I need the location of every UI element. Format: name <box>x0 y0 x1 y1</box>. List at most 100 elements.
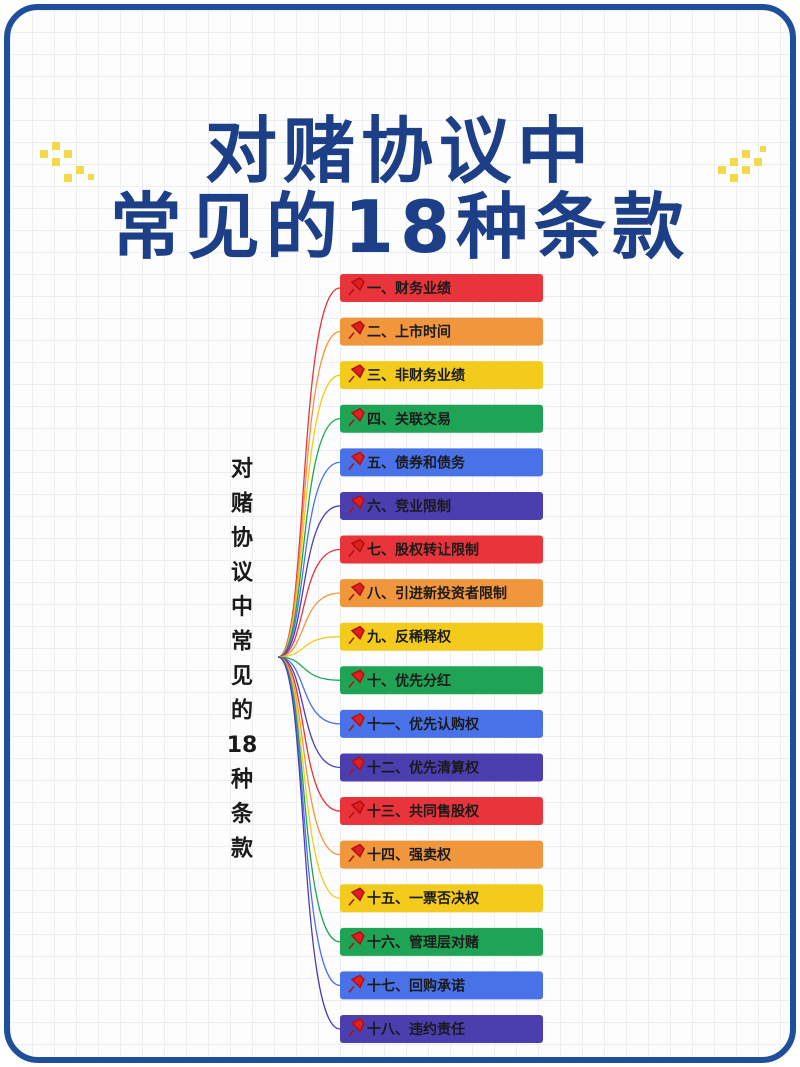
item-label: 十五、一票否决权 <box>367 890 480 907</box>
item: 十八、违约责任 <box>340 1015 543 1043</box>
center-label-char: 条 <box>230 801 254 827</box>
item-label: 一、财务业绩 <box>367 280 451 297</box>
item-label: 十一、优先认购权 <box>367 716 480 733</box>
connector <box>277 636 341 658</box>
item-label: 十二、优先清算权 <box>367 759 480 776</box>
center-label-char: 赌 <box>231 492 253 517</box>
connector <box>277 330 341 658</box>
item-box <box>340 753 543 782</box>
item: 六、竞业限制 <box>340 491 543 520</box>
item-label: 五、债券和债务 <box>367 454 466 471</box>
connector <box>277 656 341 1030</box>
item: 三、非财务业绩 <box>340 361 543 390</box>
item-box <box>340 491 543 520</box>
connector <box>277 374 341 658</box>
title-line: 对赌协议中 <box>205 109 595 193</box>
center-label-char: 协 <box>231 526 253 551</box>
center-label-char: 中 <box>231 595 253 620</box>
item-box <box>340 404 543 433</box>
item-label: 三、非财务业绩 <box>367 367 465 384</box>
pin-icon <box>348 887 365 906</box>
sparkles-right <box>718 146 766 182</box>
title-line: 常见的18种条款 <box>110 185 690 269</box>
connector <box>277 548 341 658</box>
item: 十一、优先认购权 <box>340 709 543 738</box>
pin-icon <box>348 843 365 863</box>
pin-icon <box>348 451 365 470</box>
item-label: 十四、强卖权 <box>367 847 452 864</box>
item-box <box>340 840 543 869</box>
pin-icon <box>348 669 365 688</box>
center-label-char: 种 <box>231 768 253 793</box>
frame <box>4 4 796 1063</box>
item: 十二、优先清算权 <box>340 753 543 782</box>
item-box <box>340 274 543 302</box>
item: 十六、管理层对赌 <box>340 927 543 956</box>
item: 十四、强卖权 <box>340 840 543 869</box>
center-label-char: 款 <box>231 836 254 862</box>
item: 四、关联交易 <box>340 404 543 433</box>
item-box <box>340 884 543 913</box>
item-box <box>340 317 543 346</box>
item: 五、债券和债务 <box>340 448 543 477</box>
pin-icon <box>348 756 365 775</box>
item: 八、引进新投资者限制 <box>340 579 543 608</box>
pin-icon <box>348 930 365 950</box>
item-label: 十三、共同售股权 <box>367 803 480 820</box>
connector <box>277 461 341 658</box>
connector <box>277 656 341 812</box>
item-label: 十、优先分红 <box>367 672 451 689</box>
item-box <box>340 927 543 956</box>
pin-icon <box>348 277 365 296</box>
connector <box>277 656 341 725</box>
item: 一、财务业绩 <box>340 274 543 302</box>
item-label: 十八、违约责任 <box>367 1021 465 1038</box>
connector <box>277 592 341 658</box>
pin-icon <box>348 320 365 340</box>
item: 十七、回购承诺 <box>340 971 543 1000</box>
item: 十、优先分红 <box>340 666 543 695</box>
item-label: 二、上市时间 <box>367 324 451 341</box>
item-label: 九、反稀释权 <box>366 629 452 646</box>
connector <box>277 656 341 856</box>
connector <box>277 656 341 769</box>
center-label-char: 对 <box>231 457 253 482</box>
item: 七、股权转让限制 <box>340 535 543 564</box>
item-box <box>340 361 543 390</box>
pin-icon <box>348 974 365 993</box>
connector <box>277 418 341 658</box>
item-label: 四、关联交易 <box>367 411 451 428</box>
item: 九、反稀释权 <box>340 622 543 651</box>
item-box <box>340 579 543 608</box>
item-label: 七、股权转让限制 <box>367 542 479 559</box>
item: 二、上市时间 <box>340 317 543 346</box>
item-box <box>340 1015 543 1043</box>
item: 十三、共同售股权 <box>340 797 543 826</box>
item-box <box>340 666 543 695</box>
item-label: 六、竞业限制 <box>367 498 451 515</box>
item-box <box>340 535 543 564</box>
pin-icon <box>348 364 365 383</box>
pin-icon <box>348 407 365 427</box>
item-box <box>340 448 543 477</box>
center-label-char: 见 <box>231 664 253 689</box>
item: 十五、一票否决权 <box>340 884 543 913</box>
item-label: 十六、管理层对赌 <box>367 934 479 951</box>
item-box <box>340 971 543 1000</box>
pin-icon <box>348 712 365 732</box>
center-label-char: 18 <box>227 733 258 758</box>
item-box <box>340 797 543 826</box>
sparkles-left <box>40 142 94 182</box>
center-label-char: 常 <box>231 629 253 655</box>
item-box <box>340 622 543 651</box>
item-box <box>340 709 543 738</box>
pin-icon <box>348 495 365 514</box>
connector <box>277 505 341 658</box>
pin-icon <box>348 538 365 558</box>
connector <box>277 656 341 899</box>
item-label: 八、引进新投资者限制 <box>366 585 507 602</box>
pin-icon <box>348 582 365 601</box>
center-label-char: 的 <box>231 698 253 724</box>
item-label: 十七、回购承诺 <box>367 977 465 994</box>
